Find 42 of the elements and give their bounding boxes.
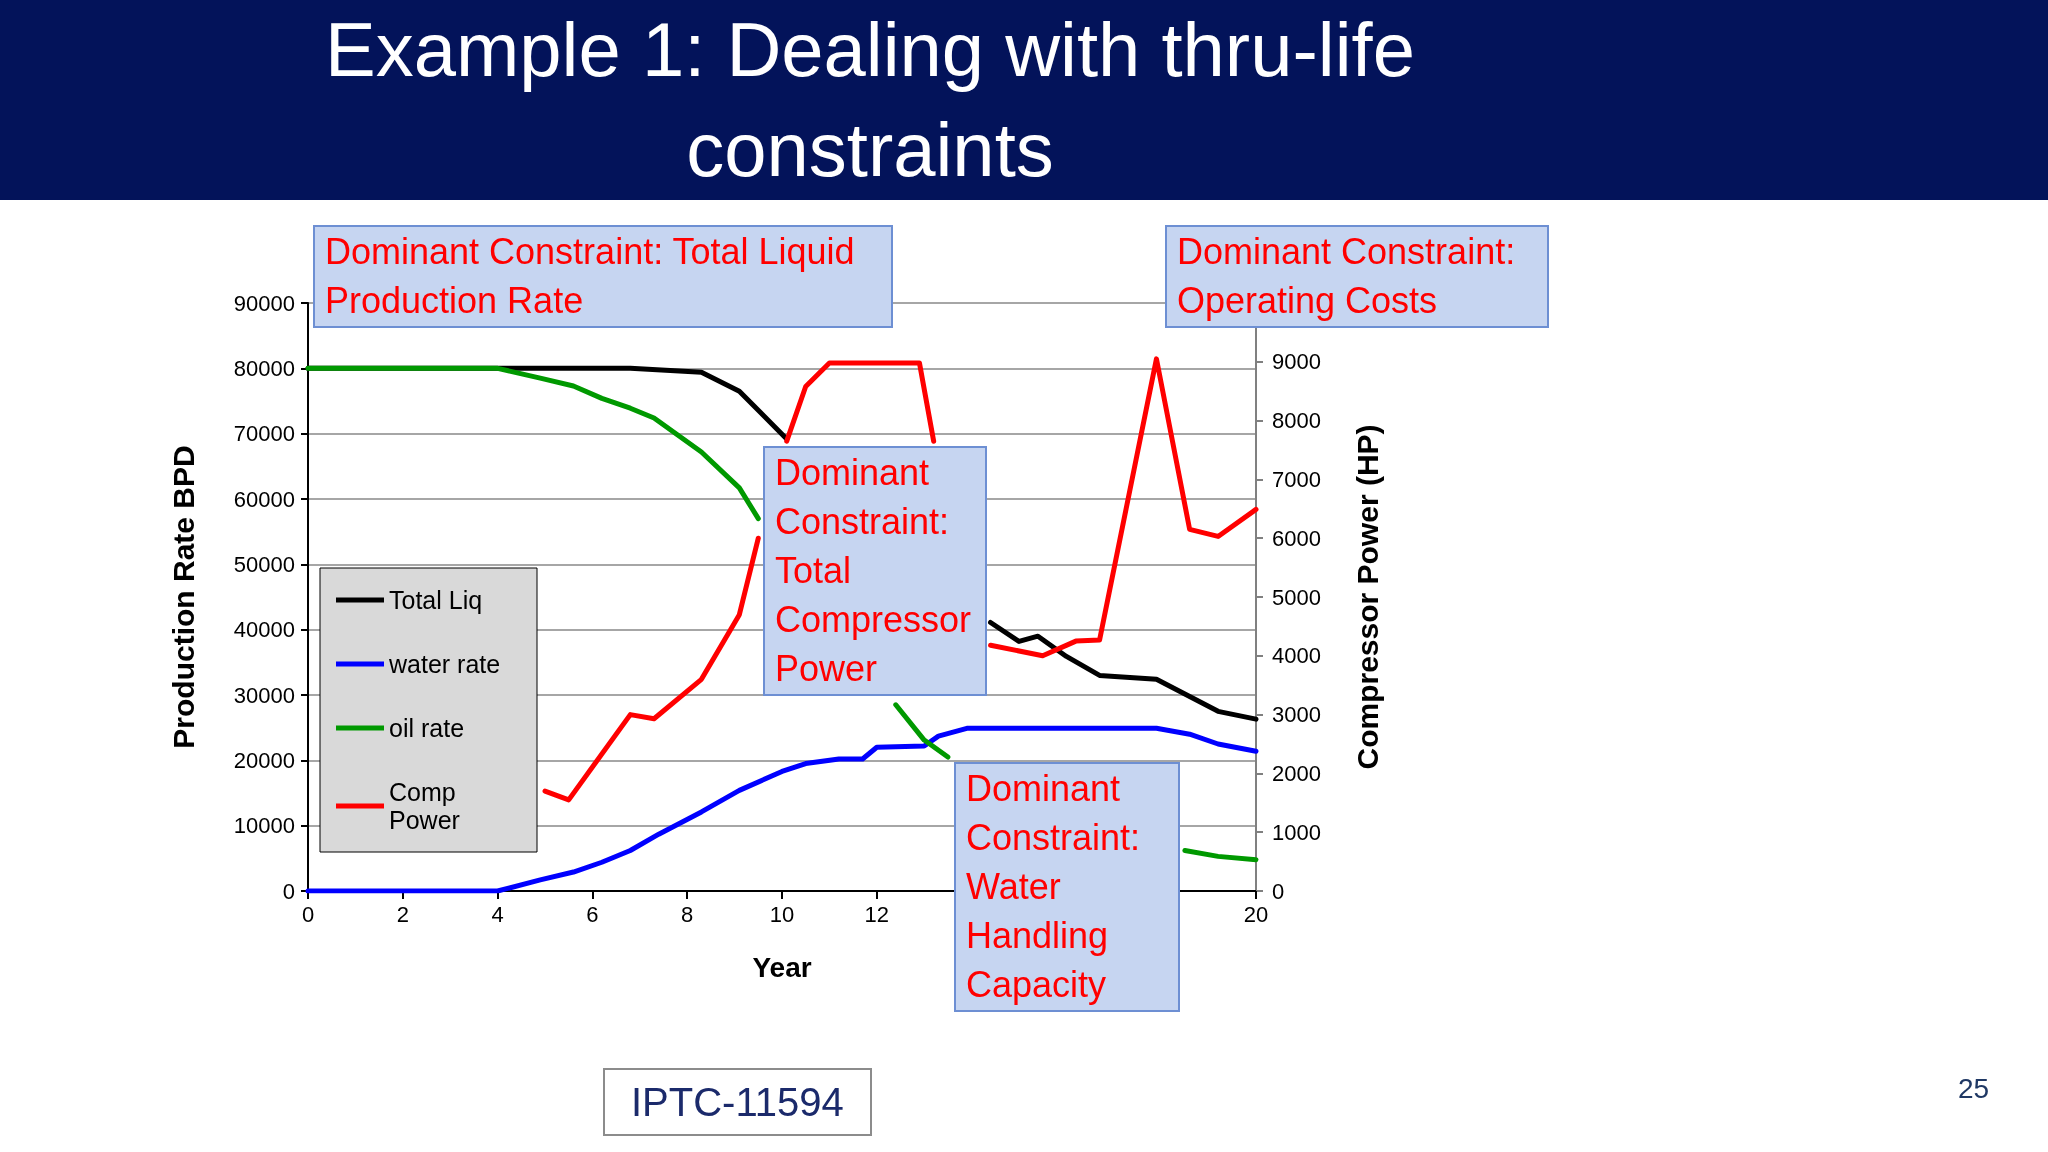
y2-tick-label: 6000 xyxy=(1272,525,1321,551)
y2-axis-title: Compressor Power (HP) xyxy=(1350,424,1384,770)
x-tick-label: 6 xyxy=(586,901,599,927)
annotation: Dominant Constraint: Total Compressor Power xyxy=(763,446,987,696)
text: 25 xyxy=(1958,1072,1990,1106)
y-tick-label: 40000 xyxy=(233,617,295,643)
x-tick-label: 12 xyxy=(864,901,890,927)
y2-tick-label: 8000 xyxy=(1272,408,1321,434)
x-tick-label: 2 xyxy=(396,901,409,927)
y2-tick-label: 0 xyxy=(1272,878,1285,904)
y2-tick-label: 7000 xyxy=(1272,466,1321,492)
text: IPTC-11594 xyxy=(603,1068,872,1136)
y-tick-label: 20000 xyxy=(233,747,295,773)
x-axis-title: Year xyxy=(752,951,812,983)
y2-tick-label: 5000 xyxy=(1272,584,1321,610)
legend-label: Total Liq xyxy=(389,586,483,614)
annotation: Dominant Constraint: Total Liquid Production Rate xyxy=(313,225,893,328)
chart-title: Example 1: Dealing with thru-life constraints xyxy=(324,6,1416,194)
y-tick-label: 70000 xyxy=(233,421,295,447)
y-tick-label: 0 xyxy=(282,878,295,904)
y2-tick-label: 9000 xyxy=(1272,349,1321,375)
legend-label: Comp Power xyxy=(389,778,463,834)
x-tick-label: 4 xyxy=(491,901,504,927)
legend-label: water rate xyxy=(388,650,501,678)
y-tick-label: 90000 xyxy=(233,290,295,316)
x-tick-label: 8 xyxy=(681,901,694,927)
y2-tick-label: 3000 xyxy=(1272,702,1321,728)
y2-tick-label: 4000 xyxy=(1272,643,1321,669)
y2-tick-label: 2000 xyxy=(1272,760,1321,786)
y-tick-label: 60000 xyxy=(233,486,295,512)
y2-tick-label: 1000 xyxy=(1272,819,1321,845)
y-tick-label: 30000 xyxy=(233,682,295,708)
x-tick-label: 10 xyxy=(769,901,795,927)
y-tick-label: 10000 xyxy=(233,813,295,839)
annotation: Dominant Constraint: Operating Costs xyxy=(1165,225,1549,328)
y-axis-title: Production Rate BPD xyxy=(166,445,200,749)
annotation: Dominant Constraint: Water Handling Capacity xyxy=(954,762,1180,1012)
y-tick-label: 50000 xyxy=(233,551,295,577)
legend-label: oil rate xyxy=(389,714,465,742)
y-tick-label: 80000 xyxy=(233,355,295,381)
x-tick-label: 20 xyxy=(1243,901,1269,927)
x-tick-label: 0 xyxy=(301,901,315,927)
